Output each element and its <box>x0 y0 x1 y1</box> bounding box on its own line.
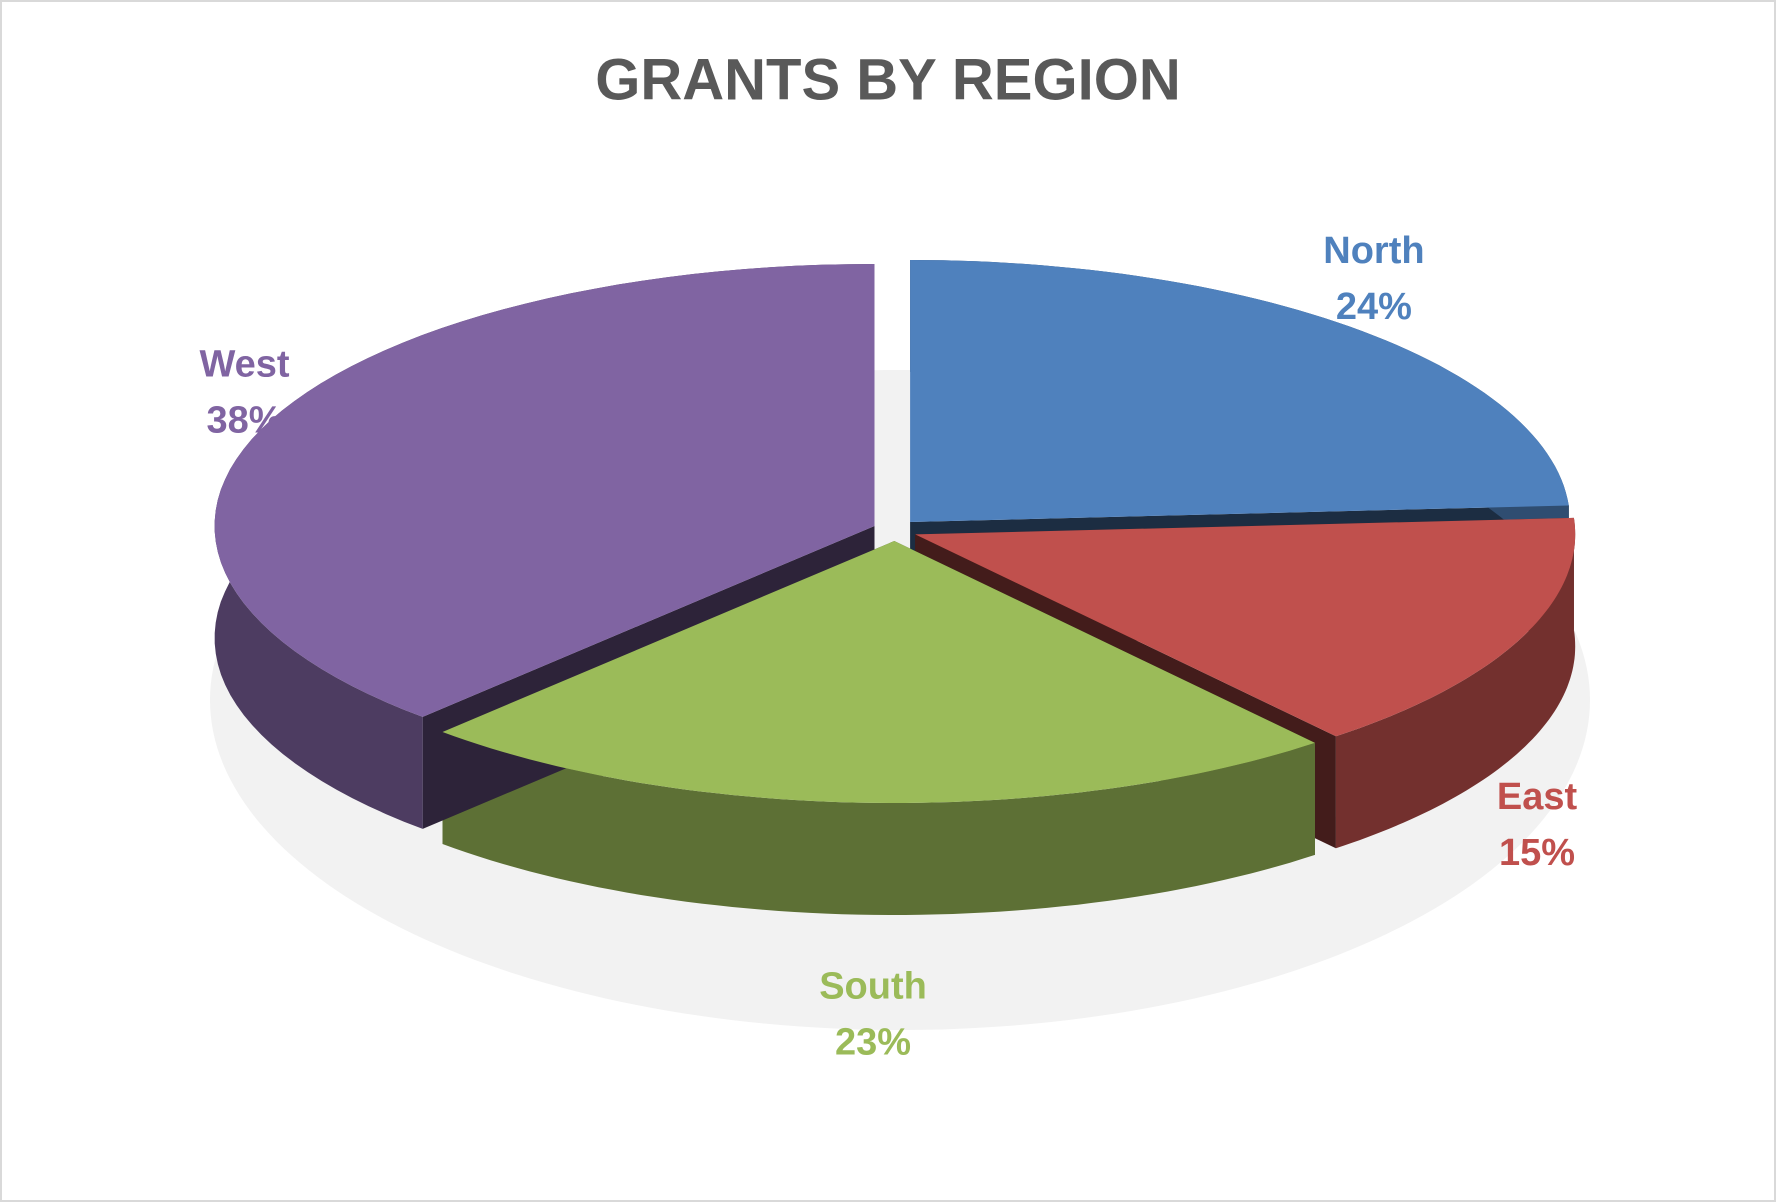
pie-slice <box>442 541 1315 803</box>
slice-value-label: 15% <box>1499 832 1575 874</box>
slice-category: West <box>199 343 289 385</box>
pie-slice <box>214 264 875 717</box>
slice-category: South <box>819 965 927 1007</box>
slice-side <box>442 732 1315 915</box>
slice-label: North 24% <box>1323 230 1424 328</box>
slice-value-label: 24% <box>1336 286 1412 328</box>
slice-category: East <box>1497 776 1578 818</box>
slice-label: West 38% <box>199 343 289 441</box>
slice-value-label: 38% <box>206 399 282 441</box>
slice-value-label: 23% <box>835 1021 911 1063</box>
pie-slice <box>910 260 1569 522</box>
slice-label: East 15% <box>1497 776 1578 874</box>
slice-label: South 23% <box>819 965 927 1063</box>
chart-title: GRANTS BY REGION <box>595 47 1180 112</box>
slice-category: North <box>1323 230 1424 272</box>
pie-slice <box>915 517 1576 737</box>
slice-side <box>1335 517 1576 849</box>
